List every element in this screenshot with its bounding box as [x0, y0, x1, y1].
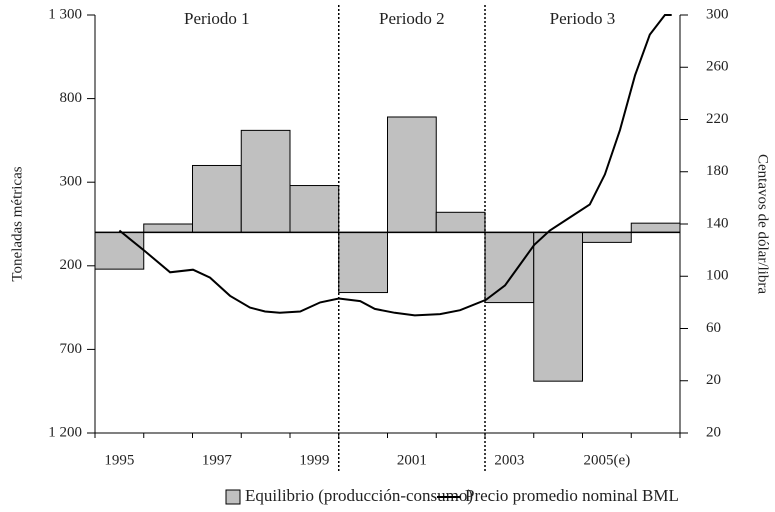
bar — [387, 116, 437, 233]
x-tick-label: 1995 — [104, 452, 134, 468]
x-tick-label: 2003 — [494, 452, 524, 468]
y2-tick-label: 140 — [706, 215, 729, 231]
y-tick-label: 1 300 — [48, 6, 82, 22]
y2-tick-label: 260 — [706, 59, 729, 75]
y-tick-label: 800 — [60, 90, 83, 106]
x-tick-label: 2001 — [397, 452, 427, 468]
bar — [630, 222, 681, 233]
bar — [94, 231, 145, 270]
y-tick-label: 1 200 — [48, 424, 82, 440]
x-tick-label: 2005(e) — [584, 452, 631, 468]
period-label: Periodo 1 — [184, 9, 250, 28]
y2-tick-label: 220 — [706, 111, 729, 127]
y2-tick-label: 180 — [706, 163, 729, 179]
x-tick-label: 1999 — [299, 452, 329, 468]
bar — [240, 129, 291, 233]
legend-swatch — [225, 489, 241, 505]
y2-axis-label: Centavos de dólar/libra — [755, 154, 771, 294]
x-tick-label: 1997 — [202, 452, 233, 468]
legend-label: Precio promedio nominal BML — [465, 486, 679, 505]
bar — [533, 231, 583, 382]
period-label: Periodo 2 — [379, 9, 445, 28]
y2-tick-label: 20 — [706, 372, 721, 388]
bar — [484, 231, 535, 304]
y-tick-label: 200 — [60, 257, 83, 273]
bar — [192, 164, 242, 233]
y-tick-label: 300 — [60, 174, 83, 190]
y-axis-label: Toneladas métricas — [9, 166, 25, 281]
y2-tick-label: 300 — [706, 6, 729, 22]
bar — [582, 231, 632, 243]
period-label: Periodo 3 — [550, 9, 616, 28]
bar — [289, 185, 340, 233]
y2-tick-label: 100 — [706, 268, 729, 284]
y2-tick-label: 60 — [706, 320, 721, 336]
y2-tick-label: 20 — [706, 424, 721, 440]
legend-label: Equilibrio (producción-consumo) — [245, 486, 473, 505]
y-tick-label: 700 — [60, 341, 83, 357]
bar — [338, 231, 388, 294]
bar — [143, 223, 193, 233]
price-line — [118, 14, 672, 317]
bar — [435, 211, 486, 233]
